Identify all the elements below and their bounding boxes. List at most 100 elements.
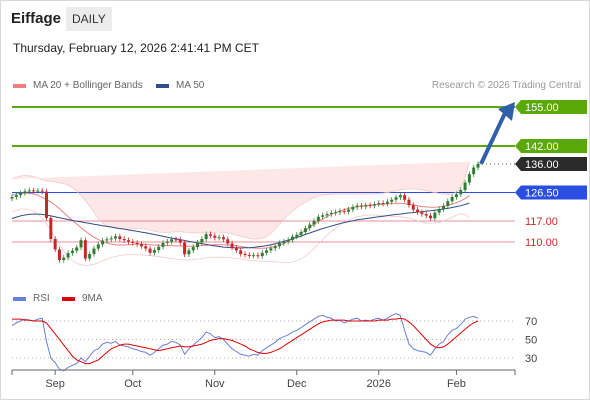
candle-down	[57, 249, 61, 260]
candle-up	[27, 190, 31, 192]
level-label-126.50: 126.50	[525, 188, 559, 200]
candle-up	[316, 216, 320, 221]
candle-up	[290, 236, 294, 240]
candle-up	[269, 248, 273, 251]
candle-up	[459, 190, 463, 195]
candle-up	[200, 239, 204, 243]
legend-ma50-label: MA 50	[176, 80, 205, 91]
candle-up	[303, 228, 307, 233]
candle-down	[221, 237, 225, 240]
candle-down	[226, 239, 230, 244]
candle-up	[161, 242, 165, 247]
candle-up	[338, 211, 342, 213]
candle-down	[234, 247, 238, 251]
legend-ma50: MA 50	[156, 80, 204, 91]
candle-up	[109, 238, 113, 240]
candle-up	[385, 201, 389, 204]
candle-up	[463, 182, 467, 191]
rsi-line	[11, 313, 479, 372]
level-label-155.00: 155.00	[525, 102, 559, 114]
candle-down	[247, 254, 251, 256]
candle-down	[144, 246, 148, 249]
legend-ma20: MA 20 + Bollinger Bands	[13, 80, 143, 91]
candle-up	[152, 250, 156, 253]
candle-down	[360, 205, 363, 207]
legend-9ma-label: 9MA	[82, 293, 103, 304]
candle-down	[131, 241, 135, 243]
legend-rsi-swatch	[13, 296, 26, 301]
candle-up	[273, 246, 277, 249]
candle-down	[122, 239, 126, 241]
candle-up	[295, 234, 299, 237]
candle-up	[23, 191, 27, 194]
candle-up	[96, 244, 100, 249]
candle-up	[433, 212, 437, 219]
candle-up	[282, 241, 286, 244]
credit-text: Research © 2026 Trading Central	[431, 80, 581, 91]
level-tag-142.00	[515, 139, 587, 153]
candle-up	[329, 212, 333, 215]
candle-up	[321, 215, 325, 217]
candle-up	[36, 190, 40, 192]
candle-up	[364, 205, 368, 207]
candle-down	[403, 195, 407, 200]
candle-up	[101, 240, 105, 245]
candle-up	[334, 212, 338, 214]
candle-up	[92, 248, 96, 254]
candle-up	[10, 197, 14, 199]
candle-down	[49, 218, 53, 239]
candle-up	[19, 193, 23, 196]
candle-down	[368, 205, 372, 207]
candle-up	[170, 239, 174, 242]
x-tick-label: Sep	[45, 378, 65, 390]
candle-up	[394, 197, 398, 200]
candle-up	[454, 194, 458, 197]
candle-up	[377, 203, 381, 205]
candle-down	[40, 190, 44, 192]
rsi-tick-70: 70	[525, 316, 537, 328]
timestamp: Thursday, February 12, 2026 2:41:41 PM C…	[13, 41, 259, 55]
level-label-136.00: 136.00	[525, 159, 559, 171]
candle-up	[308, 224, 312, 229]
legend-ma20-label: MA 20 + Bollinger Bands	[33, 80, 143, 91]
candle-up	[312, 221, 316, 225]
candle-down	[420, 212, 424, 215]
candle-up	[66, 253, 70, 258]
candle-up	[472, 167, 476, 175]
candle-up	[476, 164, 480, 168]
candle-up	[70, 250, 74, 254]
instrument-title: Eiffage	[11, 10, 62, 27]
candle-up	[252, 255, 256, 257]
candle-down	[407, 199, 411, 206]
x-tick-label: Feb	[447, 378, 466, 390]
candle-up	[265, 250, 269, 253]
level-label-142.00: 142.00	[525, 141, 559, 153]
candle-up	[398, 195, 402, 198]
candle-up	[467, 174, 471, 183]
candle-down	[45, 191, 49, 218]
legend-ma20-swatch	[13, 83, 26, 88]
candle-down	[208, 234, 212, 236]
candle-down	[174, 239, 178, 241]
x-tick-label: Oct	[124, 378, 141, 390]
candle-up	[450, 197, 454, 202]
candle-down	[342, 211, 346, 213]
candle-up	[437, 209, 441, 213]
candle-down	[416, 209, 420, 213]
candle-up	[325, 214, 329, 216]
candle-up	[441, 206, 445, 209]
candle-up	[165, 241, 169, 243]
candle-up	[75, 247, 79, 251]
candle-up	[355, 205, 359, 208]
candle-down	[243, 254, 247, 255]
candle-down	[83, 240, 87, 259]
candle-up	[260, 252, 264, 257]
timeframe-button[interactable]: DAILY	[66, 7, 112, 31]
candle-up	[347, 209, 351, 212]
candle-up	[217, 237, 221, 239]
candle-down	[381, 203, 385, 204]
legend-ma50-swatch	[156, 83, 169, 88]
candle-up	[105, 239, 109, 241]
candle-down	[139, 244, 143, 247]
